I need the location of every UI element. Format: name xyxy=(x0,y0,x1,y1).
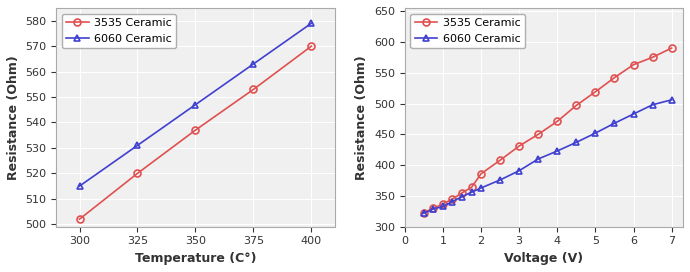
6060 Ceramic xyxy=(591,131,600,135)
3535 Ceramic xyxy=(429,207,437,210)
Y-axis label: Resistance (Ohm): Resistance (Ohm) xyxy=(355,55,368,180)
Y-axis label: Resistance (Ohm): Resistance (Ohm) xyxy=(7,55,20,180)
6060 Ceramic xyxy=(649,103,657,106)
6060 Ceramic xyxy=(572,141,580,144)
3535 Ceramic xyxy=(591,90,600,94)
3535 Ceramic xyxy=(307,45,315,48)
6060 Ceramic xyxy=(467,191,475,194)
6060 Ceramic xyxy=(429,207,437,211)
6060 Ceramic xyxy=(307,22,315,25)
6060 Ceramic xyxy=(249,62,257,66)
3535 Ceramic xyxy=(439,202,447,206)
6060 Ceramic xyxy=(496,178,504,182)
3535 Ceramic xyxy=(553,120,562,123)
6060 Ceramic xyxy=(458,195,466,198)
3535 Ceramic xyxy=(249,88,257,91)
6060 Ceramic xyxy=(75,184,83,188)
3535 Ceramic xyxy=(649,56,657,59)
6060 Ceramic xyxy=(191,103,199,106)
3535 Ceramic xyxy=(496,159,504,162)
3535 Ceramic xyxy=(467,186,475,189)
3535 Ceramic xyxy=(629,63,638,66)
6060 Ceramic xyxy=(133,144,141,147)
3535 Ceramic xyxy=(534,133,542,136)
3535 Ceramic xyxy=(572,104,580,107)
6060 Ceramic xyxy=(439,205,447,208)
X-axis label: Temperature (C°): Temperature (C°) xyxy=(135,252,256,265)
3535 Ceramic xyxy=(133,172,141,175)
3535 Ceramic xyxy=(191,128,199,132)
Line: 3535 Ceramic: 3535 Ceramic xyxy=(420,45,675,216)
6060 Ceramic xyxy=(515,169,523,172)
3535 Ceramic xyxy=(515,144,523,148)
3535 Ceramic xyxy=(667,47,676,50)
6060 Ceramic xyxy=(420,212,428,215)
X-axis label: Voltage (V): Voltage (V) xyxy=(504,252,584,265)
6060 Ceramic xyxy=(629,112,638,116)
3535 Ceramic xyxy=(458,191,466,194)
3535 Ceramic xyxy=(477,172,485,175)
6060 Ceramic xyxy=(534,157,542,161)
3535 Ceramic xyxy=(448,197,457,201)
6060 Ceramic xyxy=(611,122,619,125)
3535 Ceramic xyxy=(75,218,83,221)
Line: 3535 Ceramic: 3535 Ceramic xyxy=(76,43,315,222)
Legend: 3535 Ceramic, 6060 Ceramic: 3535 Ceramic, 6060 Ceramic xyxy=(411,14,525,48)
6060 Ceramic xyxy=(448,200,457,203)
Line: 6060 Ceramic: 6060 Ceramic xyxy=(76,20,315,190)
Legend: 3535 Ceramic, 6060 Ceramic: 3535 Ceramic, 6060 Ceramic xyxy=(62,14,177,48)
3535 Ceramic xyxy=(420,211,428,214)
Line: 6060 Ceramic: 6060 Ceramic xyxy=(420,96,675,217)
6060 Ceramic xyxy=(553,149,562,153)
3535 Ceramic xyxy=(611,76,619,79)
6060 Ceramic xyxy=(477,186,485,190)
6060 Ceramic xyxy=(667,98,676,101)
